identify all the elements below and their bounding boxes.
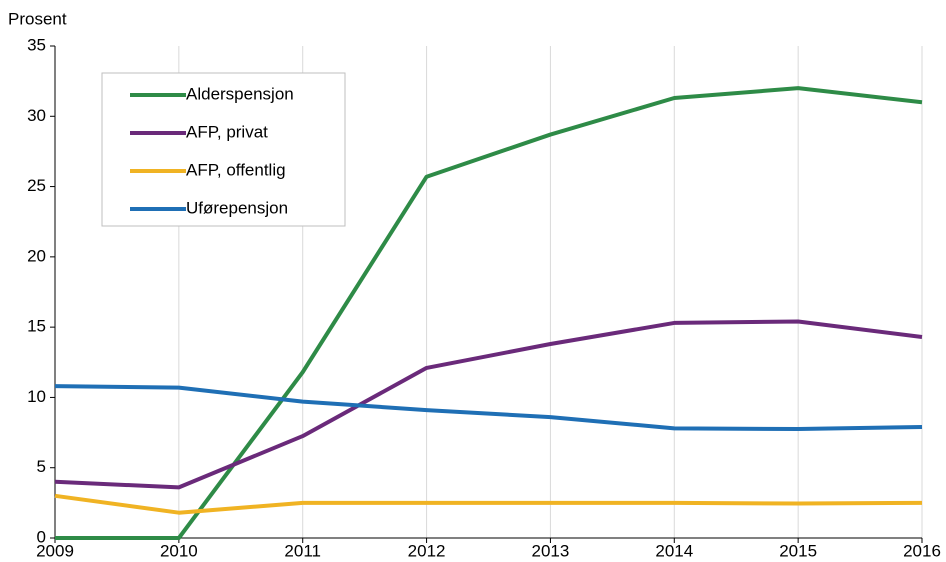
x-tick-label: 2009 [36, 541, 74, 560]
x-tick-label: 2016 [903, 541, 941, 560]
x-tick-label: 2012 [408, 541, 446, 560]
x-tick-label: 2011 [284, 541, 321, 560]
x-tick-label: 2010 [160, 541, 198, 560]
x-tick-label: 2013 [532, 541, 570, 560]
legend-label: AFP, privat [186, 122, 268, 141]
x-tick-label: 2015 [779, 541, 817, 560]
legend-label: Alderspensjon [186, 84, 294, 103]
legend-label: Uførepensjon [186, 198, 288, 217]
y-tick-label: 35 [27, 35, 46, 54]
y-tick-label: 10 [27, 387, 46, 406]
y-tick-label: 25 [27, 176, 46, 195]
data-line [54, 319, 923, 490]
y-tick-label: 30 [27, 106, 46, 125]
y-tick-label: 0 [37, 527, 46, 546]
data-line [54, 493, 923, 515]
y-axis-label: Prosent [8, 9, 67, 28]
y-tick-label: 20 [27, 246, 46, 265]
legend-box [101, 72, 346, 227]
x-tick-label: 2014 [655, 541, 693, 560]
legend-label: AFP, offentlig [186, 160, 286, 179]
data-line [54, 384, 923, 432]
y-tick-label: 5 [37, 457, 46, 476]
y-tick-label: 15 [27, 317, 46, 336]
